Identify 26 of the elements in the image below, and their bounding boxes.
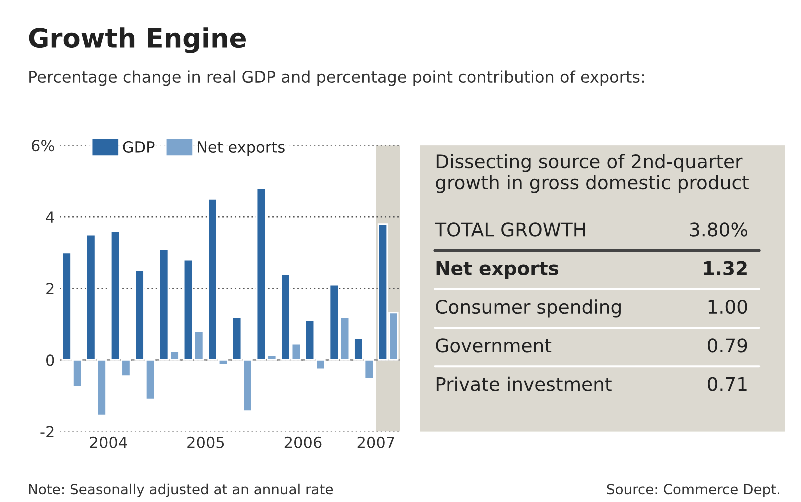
x-tick-label: 2007	[358, 436, 394, 448]
category-label: Consumer spending	[436, 300, 621, 318]
x-tick-label: 2005	[188, 436, 224, 448]
source-note: Source: Commerce Dept.	[607, 484, 780, 498]
legend-label: GDP	[123, 141, 155, 153]
text: 0.79	[708, 338, 748, 353]
x-tick-label: 2004	[90, 436, 128, 448]
text: Note: Seasonally adjusted at an annual rate	[29, 484, 333, 498]
y-tick-label: 0	[46, 354, 54, 366]
category-label: Private investment	[436, 376, 612, 392]
text: Dissecting source of 2nd-quarter growth in gross domestic product	[436, 154, 749, 194]
chart-title: Growth Engine	[29, 28, 246, 54]
y-tick-label: 4	[46, 212, 54, 223]
text: 1.00	[708, 300, 748, 314]
y-tick-label: -2	[40, 426, 54, 438]
category-label: Net exports	[436, 262, 559, 280]
category-label: TOTAL GROWTH	[435, 222, 586, 237]
y-tick-label: 6%	[32, 140, 54, 152]
text: 0.71	[708, 377, 747, 392]
legend-label: Net exports	[198, 142, 285, 156]
text: 1.32	[704, 261, 747, 276]
x-tick-label: 2006	[284, 436, 322, 448]
y-tick-label: 2	[46, 283, 54, 294]
chart-subtitle: Percentage change in real GDP and percentage point contribution of exports:	[30, 70, 644, 86]
text: 3.80%	[690, 222, 748, 237]
category-label: Government	[436, 338, 552, 353]
